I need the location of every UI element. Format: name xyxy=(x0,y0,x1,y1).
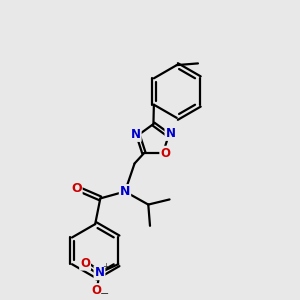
Text: −: − xyxy=(100,289,109,299)
Text: O: O xyxy=(80,257,90,270)
Text: N: N xyxy=(166,127,176,140)
Text: N: N xyxy=(94,266,104,279)
Text: O: O xyxy=(92,284,102,297)
Text: +: + xyxy=(102,262,109,271)
Text: O: O xyxy=(160,147,170,160)
Text: O: O xyxy=(71,182,82,195)
Text: N: N xyxy=(131,128,141,141)
Text: N: N xyxy=(120,185,130,198)
